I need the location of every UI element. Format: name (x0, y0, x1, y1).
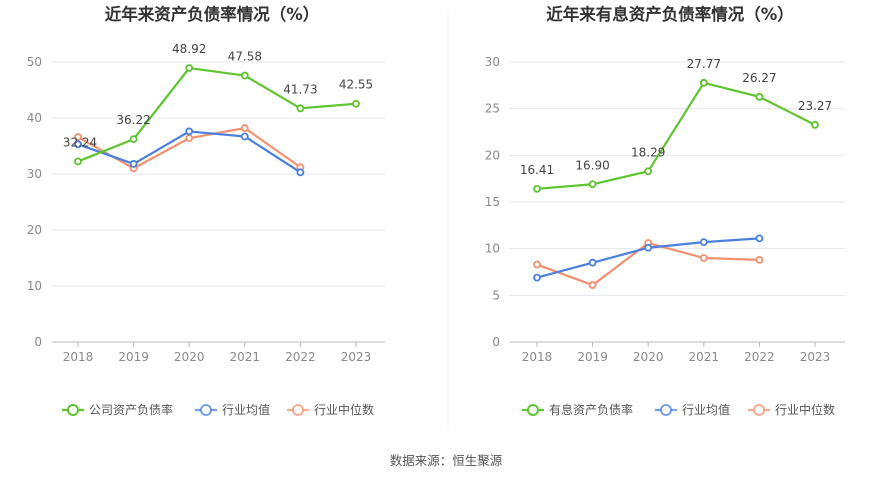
y-tick-label: 20 (485, 148, 500, 162)
data-point (129, 160, 138, 168)
source-note: 数据来源：恒生聚源 (390, 453, 503, 468)
data-point (74, 140, 82, 149)
data-point (352, 99, 360, 108)
data-point (588, 258, 597, 267)
data-label: 26.27 (742, 71, 776, 85)
chart-panel-2: 近年来有息资产负债率情况（%） 0 5 10 15 20 25 30 2018 2019 2020 2… (485, 4, 845, 417)
series-line (536, 81, 816, 190)
data-point (240, 124, 249, 132)
y-tick-label: 30 (27, 167, 42, 181)
y-tick-label: 50 (27, 55, 42, 69)
legend-swatch-marker (660, 404, 672, 416)
legend-swatch-marker (292, 404, 304, 416)
data-point (755, 234, 764, 243)
data-point (755, 255, 764, 264)
data-label: 48.92 (172, 42, 206, 56)
legend-swatch-marker (753, 404, 765, 416)
data-label: 41.73 (283, 82, 317, 96)
data-label: 23.27 (798, 99, 832, 113)
data-point (240, 132, 249, 141)
data-label: 16.41 (520, 163, 554, 177)
legend-item[interactable]: 行业中位数 (748, 402, 835, 417)
x-tick-label: 2018 (522, 350, 553, 364)
data-label: 47.58 (228, 50, 262, 64)
y-tick-label: 20 (27, 223, 42, 237)
data-point (699, 254, 708, 262)
legend-item[interactable]: 公司资产负债率 (62, 402, 173, 417)
x-tick-label: 2018 (63, 350, 94, 364)
legend-swatch-marker (67, 404, 79, 416)
data-point (533, 260, 541, 269)
chart-title: 近年来资产负债率情况（%） (105, 4, 320, 24)
legend-item[interactable]: 行业中位数 (287, 402, 374, 417)
y-tick-label: 0 (492, 335, 500, 349)
data-point (185, 64, 194, 72)
y-tick-label: 0 (34, 335, 42, 349)
data-point (644, 167, 653, 176)
legend-swatch-marker (527, 404, 539, 416)
legend-item[interactable]: 有息资产负债率 (522, 402, 633, 417)
legend-label: 行业中位数 (314, 402, 374, 417)
legend-label: 行业中位数 (775, 402, 835, 417)
y-tick-label: 30 (485, 55, 500, 69)
data-point (699, 78, 708, 87)
x-tick-label: 2021 (230, 350, 261, 364)
x-tick-label: 2019 (577, 350, 608, 364)
legend-swatch-marker (200, 404, 212, 416)
legend-label: 行业均值 (682, 402, 730, 417)
x-tick-label: 2023 (800, 350, 831, 364)
legend-item[interactable]: 行业均值 (655, 402, 730, 417)
y-tick-label: 10 (27, 279, 42, 293)
x-tick-label: 2022 (744, 350, 775, 364)
data-point (240, 71, 249, 80)
legend-item[interactable]: 行业均值 (195, 402, 270, 417)
x-tick-label: 2022 (285, 350, 316, 364)
data-point (699, 238, 708, 247)
legend-label: 行业均值 (222, 402, 270, 417)
chart-panel-1: 近年来资产负债率情况（%） 0 10 20 30 40 50 2018 2019 2020 2021… (27, 4, 385, 417)
x-tick-label: 2019 (118, 350, 149, 364)
x-tick-label: 2021 (689, 350, 720, 364)
data-point (296, 104, 305, 113)
data-point (588, 281, 597, 289)
data-label: 36.22 (116, 113, 150, 127)
data-point (644, 243, 653, 252)
data-label: 32.24 (63, 135, 97, 149)
data-label: 27.77 (687, 57, 721, 71)
data-point (588, 180, 597, 189)
x-tick-label: 2020 (174, 350, 205, 364)
y-tick-label: 5 (492, 288, 500, 302)
series-line (77, 66, 357, 163)
data-label: 16.90 (575, 158, 609, 172)
x-tick-label: 2023 (341, 350, 372, 364)
y-tick-label: 40 (27, 111, 42, 125)
data-point (296, 168, 305, 177)
chart-title: 近年来有息资产负债率情况（%） (546, 4, 794, 24)
legend-label: 公司资产负债率 (89, 402, 173, 417)
data-point (129, 135, 138, 144)
data-point (533, 184, 541, 193)
data-label: 18.29 (631, 145, 665, 159)
y-tick-label: 10 (485, 242, 500, 256)
data-point (811, 120, 819, 129)
data-point (74, 157, 82, 166)
data-point (74, 133, 82, 141)
data-point (533, 273, 541, 282)
y-tick-label: 25 (485, 102, 500, 116)
x-tick-label: 2020 (633, 350, 664, 364)
data-point (185, 134, 194, 143)
legend-label: 有息资产负债率 (549, 402, 633, 417)
data-point (185, 127, 194, 136)
data-point (755, 92, 764, 101)
y-tick-label: 15 (485, 195, 500, 209)
data-label: 42.55 (339, 78, 373, 92)
